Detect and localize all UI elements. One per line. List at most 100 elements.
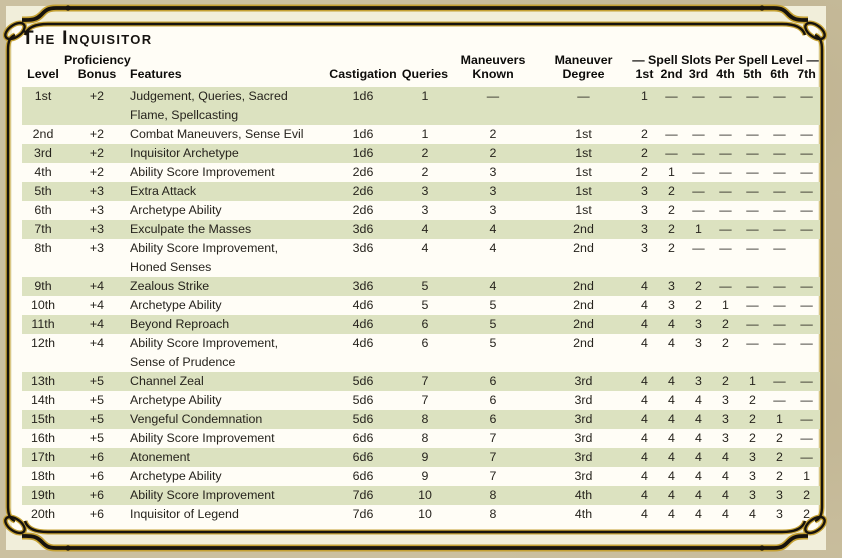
cell-slot-4: 4 xyxy=(712,486,739,505)
cell-features: Atonement xyxy=(130,448,326,467)
cell-slot-6: 3 xyxy=(776,507,783,521)
cell-slot-7: 2 xyxy=(793,486,821,505)
cell-bonus: +6 xyxy=(64,448,130,467)
cell-maneuver_degree: 2nd xyxy=(536,315,631,334)
cell-slot-6: 2 xyxy=(766,448,793,467)
cell-slot-6: — xyxy=(773,298,786,312)
cell-slot-4: 2 xyxy=(712,372,739,391)
cell-slot-4: — xyxy=(719,165,732,179)
cell-maneuver_degree: 4th xyxy=(536,486,631,505)
cell-queries: 8 xyxy=(400,410,450,429)
cell-slot-2: 2 xyxy=(668,203,675,217)
cell-queries: 1 xyxy=(421,127,429,141)
cell-maneuvers_known: 7 xyxy=(489,431,497,445)
cell-maneuver_degree: 4th xyxy=(574,507,593,521)
cell-queries: 10 xyxy=(418,507,432,521)
cell-maneuvers_known: 5 xyxy=(489,298,497,312)
cell-slot-6: — xyxy=(766,220,793,239)
cell-queries: 9 xyxy=(400,448,450,467)
cell-level: 14th xyxy=(30,393,56,407)
cell-slot-6: — xyxy=(773,165,786,179)
cell-level: 16th xyxy=(30,431,56,445)
cell-maneuvers_known: 5 xyxy=(489,336,497,350)
cell-slot-4: — xyxy=(712,220,739,239)
cell-slot-3: 2 xyxy=(685,277,712,296)
table-row: 18th +6 Archetype Ability 6d6 9 7 3rd 4 4 4 4 3 2 1 xyxy=(22,467,820,486)
cell-level: 6th xyxy=(34,203,52,217)
page-title: The Inquisitor xyxy=(22,28,153,49)
cell-castigation: 3d6 xyxy=(326,277,400,296)
cell-slot-6: — xyxy=(773,203,786,217)
cell-features: Combat Maneuvers, Sense Evil xyxy=(130,127,304,141)
cell-level: 8th xyxy=(34,241,52,255)
cell-slot-6: — xyxy=(766,182,793,201)
cell-queries: 10 xyxy=(400,486,450,505)
cell-slot-3: — xyxy=(692,241,705,255)
header-slot-4th: 4th xyxy=(716,67,735,81)
cell-bonus: +5 xyxy=(89,393,105,407)
cell-maneuvers_known: 8 xyxy=(450,486,536,505)
header-slot-2nd: 2nd xyxy=(660,67,683,81)
cell-slot-7: — xyxy=(800,336,813,350)
cell-slot-3: — xyxy=(685,87,712,125)
table-row: 7th +3 Exculpate the Masses 3d6 4 4 2nd 3 2 1— — — — xyxy=(22,220,821,239)
cell-slot-7: — xyxy=(793,144,821,163)
cell-features: Inquisitor Archetype xyxy=(130,144,326,163)
cell-castigation: 7d6 xyxy=(352,507,374,521)
cell-slot-5: 2 xyxy=(739,410,766,429)
cell-slot-7: — xyxy=(800,127,813,141)
cell-slot-3: 4 xyxy=(695,393,702,407)
cell-slot-2: 4 xyxy=(668,469,675,483)
cell-level: 12th xyxy=(30,336,56,350)
cell-castigation: 5d6 xyxy=(326,372,400,391)
cell-features: Archetype Ability xyxy=(130,393,222,407)
cell-slot-6: — xyxy=(766,144,793,163)
cell-slot-6: 2 xyxy=(776,469,783,483)
cell-slot-6: — xyxy=(766,372,793,391)
cell-queries: 6 xyxy=(400,315,450,334)
cell-castigation: 1d6 xyxy=(326,87,400,125)
cell-slot-3: — xyxy=(692,127,705,141)
cell-maneuvers_known: — xyxy=(450,87,536,125)
cell-slot-3: 3 xyxy=(685,372,712,391)
cell-castigation: 6d6 xyxy=(352,469,374,483)
cell-slot-1: 4 xyxy=(631,486,658,505)
cell-slot-2: 3 xyxy=(658,277,685,296)
cell-features: Beyond Reproach xyxy=(130,315,326,334)
table-row: 10th +4 Archetype Ability 4d6 5 5 2nd 4 3 2 1 — — — xyxy=(22,296,820,315)
cell-maneuvers_known: 5 xyxy=(450,315,536,334)
cell-slot-1: 4 xyxy=(631,372,658,391)
cell-castigation: 1d6 xyxy=(326,144,400,163)
cell-slot-3: 1 xyxy=(685,220,712,239)
cell-bonus: +3 xyxy=(64,182,130,201)
cell-slot-1: 4 xyxy=(631,277,658,296)
cell-slot-3: 4 xyxy=(685,448,712,467)
cell-bonus: +4 xyxy=(64,277,130,296)
cell-bonus: +2 xyxy=(89,127,105,141)
cell-slot-7: — xyxy=(800,165,813,179)
cell-slot-2: 4 xyxy=(668,507,675,521)
table-row: 3rd +2 Inquisitor Archetype 1d6 2 2 1st 2— — — — — — xyxy=(22,144,821,163)
cell-slot-1: 4 xyxy=(641,336,648,350)
cell-slot-3: — xyxy=(692,165,705,179)
cell-castigation: 3d6 xyxy=(326,220,400,239)
cell-queries: 2 xyxy=(400,144,450,163)
header-maneuvers: Maneuvers xyxy=(460,53,526,67)
cell-maneuvers_known: 4 xyxy=(489,241,497,255)
class-table-body: 1st +2 Judgement, Queries, Sacred Flame, S… xyxy=(22,87,821,524)
header-bonus: Bonus xyxy=(77,67,117,81)
cell-maneuvers_known: 4 xyxy=(450,220,536,239)
cell-slot-1: 3 xyxy=(641,203,648,217)
cell-maneuvers_known: 6 xyxy=(450,372,536,391)
cell-maneuver_degree: 2nd xyxy=(536,277,631,296)
cell-slot-7: — xyxy=(800,298,813,312)
cell-slot-7: — xyxy=(800,431,813,445)
cell-level: 20th xyxy=(30,507,56,521)
cell-slot-3: 4 xyxy=(695,431,702,445)
cell-slot-3: 3 xyxy=(695,336,702,350)
cell-queries: 2 xyxy=(421,165,429,179)
cell-maneuvers_known: 7 xyxy=(450,448,536,467)
table-row: 9th +4 Zealous Strike 3d6 5 4 2nd 4 3 2— — — — xyxy=(22,277,821,296)
cell-slot-1: 4 xyxy=(631,448,658,467)
cell-slot-2: 3 xyxy=(668,298,675,312)
